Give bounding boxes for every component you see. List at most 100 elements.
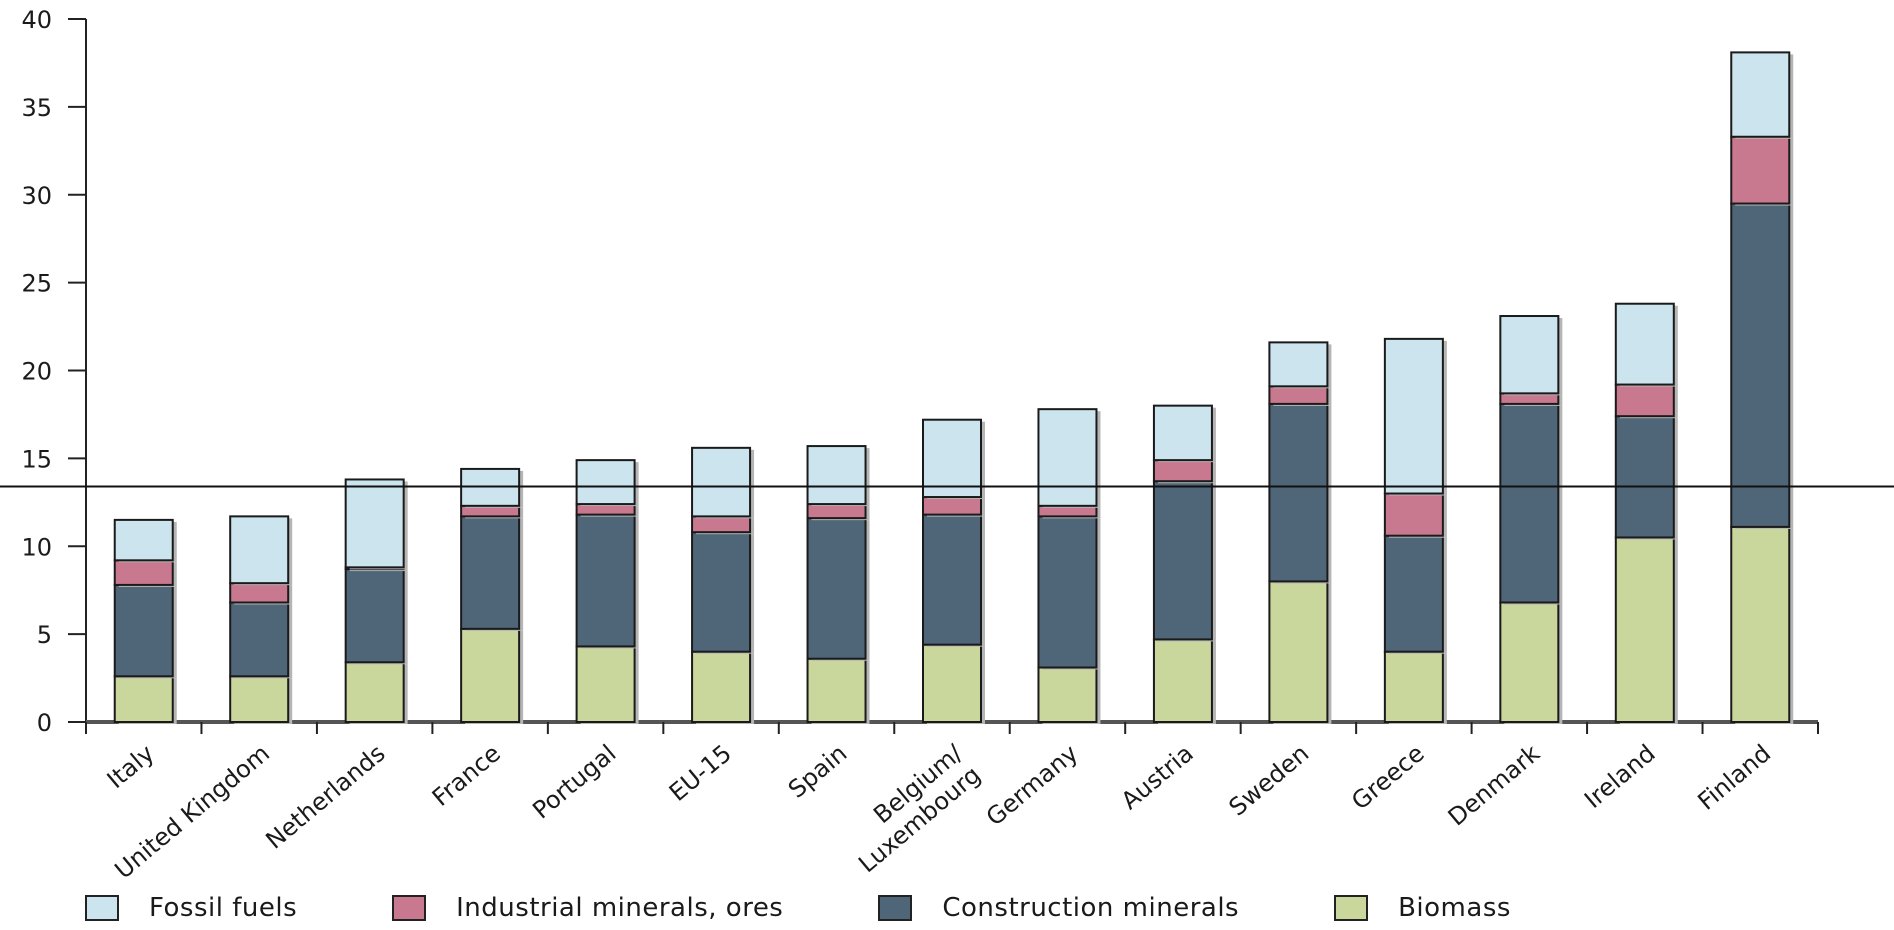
bar-biomass	[1614, 536, 1675, 724]
bar-construction-minerals	[229, 601, 290, 678]
bar-fossil-fuels	[1499, 315, 1560, 395]
y-tick-label: 5	[37, 621, 52, 649]
bar-construction-minerals	[1383, 534, 1444, 653]
legend-label-fossil-fuels: Fossil fuels	[149, 893, 298, 923]
y-tick-label: 40	[21, 6, 52, 34]
legend-item-industrial-minerals: Industrial minerals, ores	[392, 893, 783, 923]
legend-item-construction-minerals: Construction minerals	[878, 893, 1239, 923]
legend-label-biomass: Biomass	[1398, 893, 1511, 923]
x-tick-label: Italy	[102, 739, 160, 794]
x-tick-label: Belgium/Luxembourg	[835, 739, 986, 879]
bar-construction-minerals	[1614, 415, 1675, 539]
bar-shadow	[349, 569, 408, 572]
bar-group-netherlands	[344, 478, 408, 724]
bar-fossil-fuels	[1152, 404, 1213, 462]
y-tick-label: 10	[21, 533, 52, 561]
bar-construction-minerals	[460, 515, 521, 630]
bar-construction-minerals	[691, 531, 752, 653]
bar-fossil-fuels	[344, 478, 405, 569]
bar-construction-minerals	[1268, 402, 1329, 583]
bar-group-germany	[1037, 408, 1101, 724]
bar-industrial-minerals-ores	[229, 582, 290, 604]
legend-label-construction-minerals: Construction minerals	[942, 893, 1240, 923]
x-tick-label: France	[427, 739, 506, 812]
bar-fossil-fuels	[229, 515, 290, 585]
bar-biomass	[1730, 525, 1791, 723]
bar-group-united-kingdom	[229, 515, 293, 724]
chart-legend: Fossil fuels Industrial minerals, ores C…	[85, 888, 1606, 928]
bar-construction-minerals	[806, 517, 867, 660]
x-tick-label: EU-15	[664, 739, 737, 807]
bar-group-finland	[1730, 51, 1794, 724]
y-tick-label: 0	[37, 709, 52, 737]
bar-group-spain	[806, 445, 870, 724]
y-tick-label: 15	[21, 445, 52, 473]
x-tick-label: Germany	[981, 739, 1084, 831]
bar-industrial-minerals-ores	[922, 496, 982, 516]
bar-group-ireland	[1614, 302, 1678, 724]
bar-fossil-fuels	[691, 446, 752, 518]
bar-construction-minerals	[113, 583, 174, 678]
x-tick-label: Greece	[1346, 739, 1429, 815]
bar-biomass	[1268, 580, 1329, 724]
bar-group-sweden	[1268, 341, 1332, 724]
bar-industrial-minerals-ores	[1730, 135, 1791, 205]
x-tick-label: Sweden	[1224, 739, 1315, 821]
bar-group-greece	[1383, 337, 1447, 724]
legend-item-fossil-fuels: Fossil fuels	[85, 893, 297, 923]
bar-industrial-minerals-ores	[691, 515, 752, 534]
bar-biomass	[460, 627, 521, 723]
bar-fossil-fuels	[1268, 341, 1329, 388]
bar-construction-minerals	[922, 513, 982, 646]
bar-industrial-minerals-ores	[1383, 492, 1444, 537]
bar-construction-minerals	[344, 568, 405, 664]
bar-biomass	[1383, 650, 1444, 724]
legend-swatch-biomass	[1334, 895, 1369, 921]
bar-fossil-fuels	[575, 459, 636, 506]
y-tick-label: 20	[21, 358, 52, 386]
bar-fossil-fuels	[806, 445, 867, 506]
y-tick-label: 35	[21, 94, 52, 122]
x-tick-label: Ireland	[1579, 739, 1661, 814]
x-tick-label: Finland	[1692, 739, 1776, 816]
bar-industrial-minerals-ores	[806, 503, 867, 520]
bar-group-denmark	[1499, 315, 1563, 724]
bar-industrial-minerals-ores	[1152, 459, 1213, 483]
bar-biomass	[344, 661, 405, 723]
bar-industrial-minerals-ores	[1268, 385, 1329, 405]
legend-swatch-fossil-fuels	[85, 895, 119, 921]
bar-biomass	[1499, 601, 1560, 723]
bar-construction-minerals	[1499, 402, 1560, 604]
bar-fossil-fuels	[113, 518, 174, 562]
bar-group-portugal	[575, 459, 639, 724]
legend-item-biomass: Biomass	[1334, 893, 1511, 923]
bar-group-france	[460, 467, 524, 724]
legend-swatch-construction-minerals	[878, 895, 913, 921]
bar-construction-minerals	[1152, 480, 1213, 641]
x-tick-label: Netherlands	[260, 739, 390, 854]
bar-construction-minerals	[1037, 515, 1098, 669]
bar-construction-minerals	[1730, 202, 1791, 528]
x-tick-label: Austria	[1116, 739, 1199, 815]
bar-biomass	[691, 650, 752, 724]
y-tick-label: 25	[21, 270, 52, 298]
bar-fossil-fuels	[1383, 337, 1444, 495]
y-tick-label: 30	[21, 182, 52, 210]
bar-fossil-fuels	[1614, 302, 1675, 386]
bar-biomass	[575, 645, 636, 723]
legend-swatch-industrial-minerals	[392, 895, 427, 921]
bar-group-eu-15	[691, 446, 755, 724]
bar-biomass	[1037, 666, 1098, 724]
bar-fossil-fuels	[1037, 408, 1098, 507]
bar-biomass	[806, 657, 867, 723]
bar-biomass	[922, 643, 982, 723]
bar-group-austria	[1152, 404, 1216, 724]
x-tick-label: Spain	[783, 739, 852, 804]
bar-biomass	[113, 675, 174, 723]
bar-industrial-minerals-ores	[1614, 383, 1675, 418]
bar-biomass	[1152, 638, 1213, 724]
bar-fossil-fuels	[922, 418, 982, 499]
bar-group-italy	[113, 518, 177, 724]
